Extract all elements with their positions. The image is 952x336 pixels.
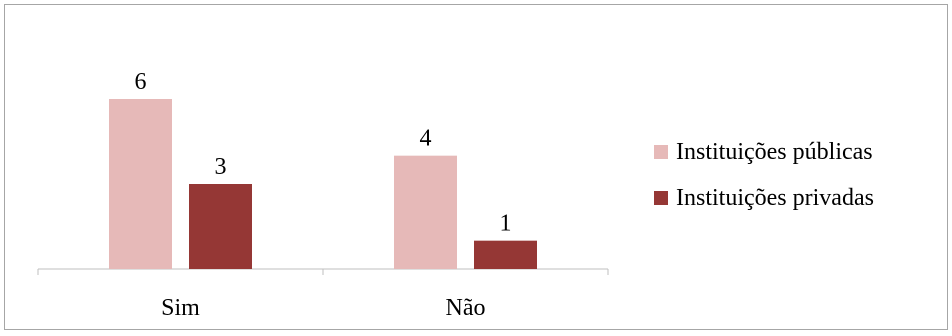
legend: Instituições públicas Instituições privad…	[654, 139, 874, 211]
data-label: 6	[135, 69, 147, 95]
data-label: 1	[500, 211, 512, 237]
legend-label: Instituições privadas	[676, 185, 874, 211]
bar-publicas-0	[109, 99, 172, 269]
bar-privadas-1	[474, 240, 537, 269]
data-label: 3	[215, 154, 227, 180]
x-tick-label: Sim	[161, 295, 200, 321]
legend-swatch	[654, 191, 668, 205]
data-label: 4	[420, 126, 432, 152]
x-tick-label: Não	[446, 295, 486, 321]
chart-frame: 6 3 Sim 4 1 Não Instituições públicas Institui…	[4, 4, 948, 330]
plot-area: 6 3 Sim 4 1 Não	[37, 69, 609, 321]
legend-swatch	[654, 145, 668, 159]
bar-publicas-1	[394, 155, 457, 269]
legend-label: Instituições públicas	[676, 139, 873, 165]
bar-privadas-0	[189, 184, 252, 269]
